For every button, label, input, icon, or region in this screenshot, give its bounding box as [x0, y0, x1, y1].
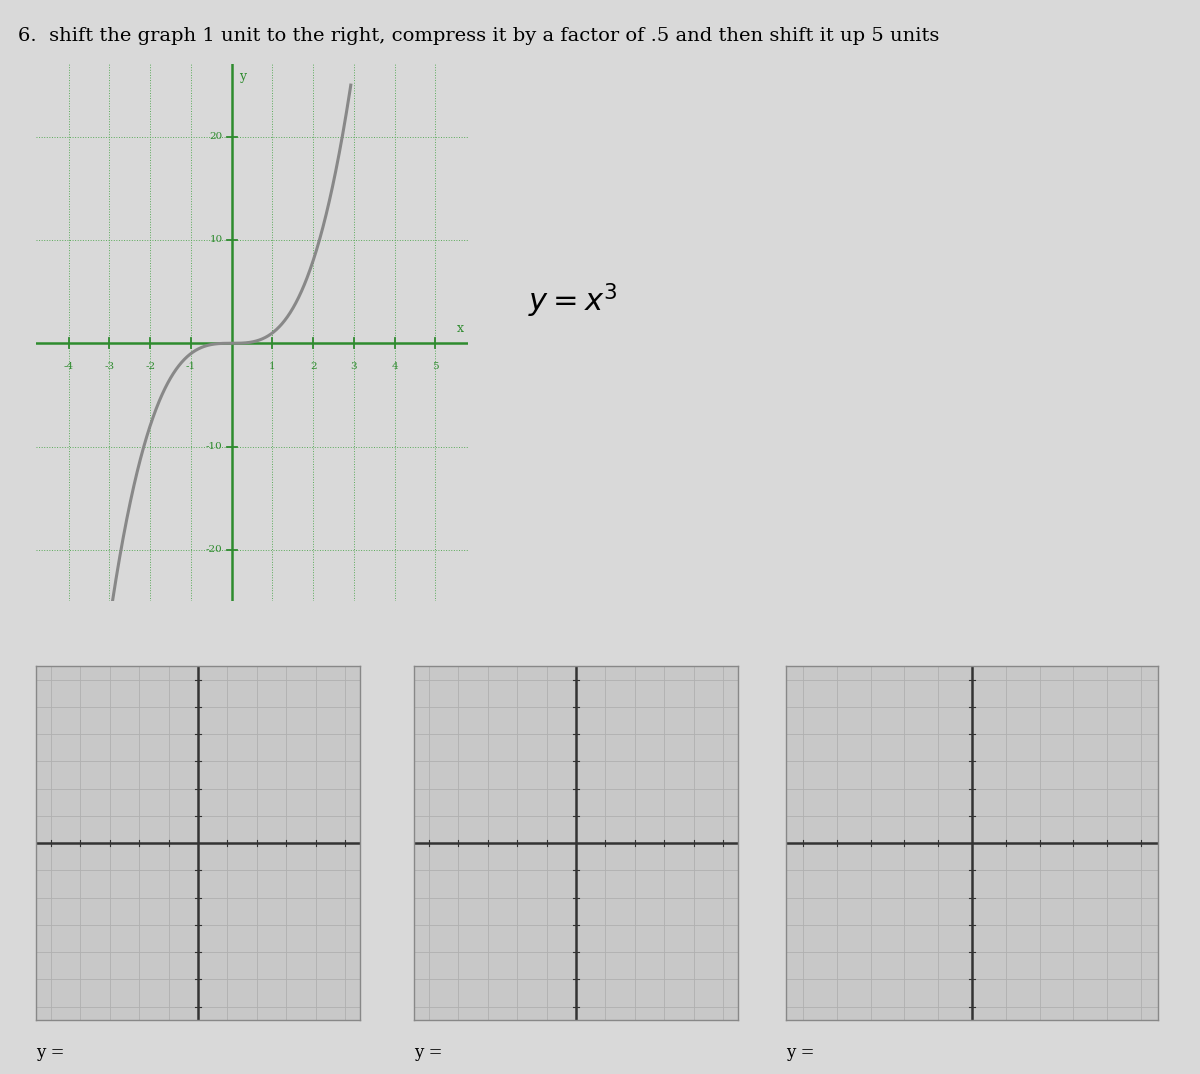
Text: 6.  shift the graph 1 unit to the right, compress it by a factor of .5 and then : 6. shift the graph 1 unit to the right, …: [18, 27, 940, 45]
Text: -2: -2: [145, 362, 155, 371]
Text: y =: y =: [786, 1044, 815, 1061]
Text: -10: -10: [206, 442, 223, 451]
Text: 10: 10: [210, 235, 223, 245]
Text: 20: 20: [210, 132, 223, 141]
Text: -4: -4: [64, 362, 73, 371]
Text: y: y: [239, 70, 246, 83]
Text: $y = x^3$: $y = x^3$: [528, 281, 618, 320]
Text: 5: 5: [432, 362, 439, 371]
Text: 4: 4: [391, 362, 398, 371]
Text: -1: -1: [186, 362, 196, 371]
Text: x: x: [457, 322, 464, 335]
Text: 1: 1: [269, 362, 276, 371]
Text: y =: y =: [414, 1044, 443, 1061]
Text: -20: -20: [206, 546, 223, 554]
Text: 3: 3: [350, 362, 358, 371]
Text: y =: y =: [36, 1044, 65, 1061]
Text: -3: -3: [104, 362, 114, 371]
Text: 2: 2: [310, 362, 317, 371]
